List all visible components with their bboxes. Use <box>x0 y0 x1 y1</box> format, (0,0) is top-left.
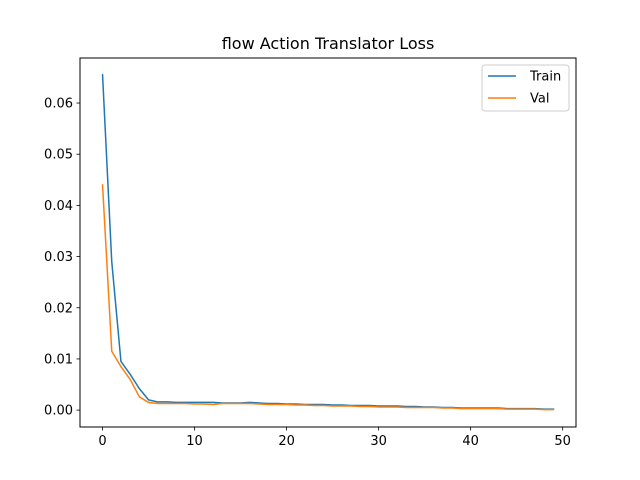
y-axis: 0.00 0.01 0.02 0.03 0.04 0.05 0.06 <box>44 97 80 419</box>
y-tick-label: 0.03 <box>44 250 73 265</box>
y-tick-label: 0.01 <box>44 352 73 367</box>
x-tick-label: 0 <box>98 434 106 449</box>
y-tick-label: 0.04 <box>44 199 73 214</box>
y-tick-label: 0.00 <box>44 404 73 419</box>
y-tick-label: 0.06 <box>44 97 73 112</box>
x-tick-label: 20 <box>278 434 295 449</box>
x-axis: 0 10 20 30 40 50 <box>98 427 571 449</box>
y-tick-label: 0.02 <box>44 301 73 316</box>
plot-area: 0 10 20 30 40 50 0.00 0.01 0.02 0.03 0.04 0.05 0.06 <box>44 57 577 449</box>
x-tick-label: 10 <box>186 434 203 449</box>
series-layer <box>101 74 555 411</box>
x-tick-label: 50 <box>554 434 571 449</box>
legend-label-train: Train <box>529 70 561 85</box>
x-tick-label: 40 <box>462 434 479 449</box>
chart-title: flow Action Translator Loss <box>222 34 435 53</box>
y-tick-label: 0.05 <box>44 148 73 163</box>
series-line-val <box>101 184 555 411</box>
legend: Train Val <box>481 64 570 112</box>
legend-label-val: Val <box>530 92 549 107</box>
axes-frame <box>79 57 577 428</box>
x-tick-label: 30 <box>370 434 387 449</box>
